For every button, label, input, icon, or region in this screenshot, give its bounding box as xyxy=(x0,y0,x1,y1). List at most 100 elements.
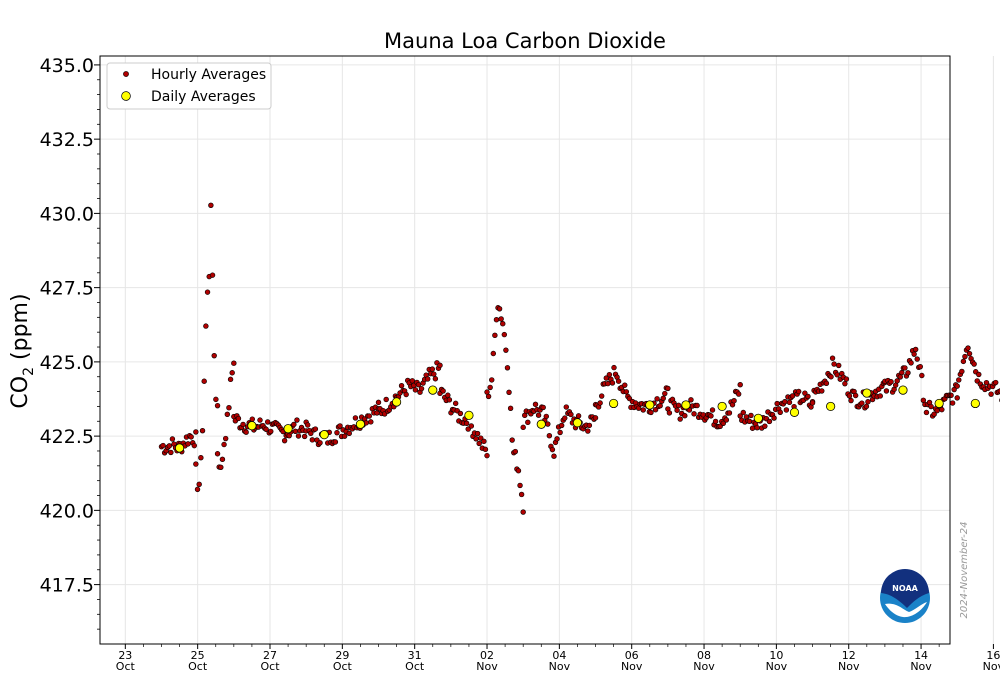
y-tick-label: 432.5 xyxy=(40,129,94,151)
x-tick-day: 06 xyxy=(625,649,639,662)
hourly-point xyxy=(846,393,853,399)
hourly-point xyxy=(899,369,905,376)
y-axis-label-unit: (ppm) xyxy=(8,293,33,367)
hourly-point xyxy=(688,397,694,403)
hourly-point xyxy=(877,393,883,399)
hourly-point xyxy=(474,430,481,437)
hourly-point xyxy=(500,321,506,327)
hourly-point xyxy=(517,482,523,489)
hourly-point xyxy=(209,272,216,278)
hourly-point xyxy=(506,389,512,395)
x-tick-day: 23 xyxy=(118,649,132,662)
x-tick-month: Oct xyxy=(333,660,353,673)
hourly-point xyxy=(507,405,514,411)
hourly-point xyxy=(489,377,495,383)
hourly-point xyxy=(490,350,497,357)
hourly-point xyxy=(731,398,737,404)
legend-label-daily: Daily Averages xyxy=(151,89,256,105)
hourly-point xyxy=(332,439,339,445)
hourly-point xyxy=(199,427,206,434)
y-tick-label: 430.0 xyxy=(40,203,94,225)
hourly-point xyxy=(777,409,783,415)
hourly-point xyxy=(418,385,425,392)
hourly-point xyxy=(366,413,372,419)
daily-point xyxy=(247,421,257,431)
hourly-point xyxy=(905,370,911,376)
hourly-point xyxy=(504,365,511,371)
hourly-point xyxy=(959,368,965,375)
x-tick-month: Oct xyxy=(116,660,136,673)
hourly-point xyxy=(166,443,173,449)
hourly-point xyxy=(484,452,490,459)
hourly-point xyxy=(708,413,714,419)
hourly-point xyxy=(375,399,382,406)
x-tick-month: Nov xyxy=(549,660,571,673)
hourly-point xyxy=(666,410,673,416)
hourly-point xyxy=(723,417,730,423)
y-tick-label: 435.0 xyxy=(40,55,94,77)
x-tick-month: Oct xyxy=(188,660,208,673)
hourly-point xyxy=(295,433,302,439)
hourly-point xyxy=(954,383,960,389)
hourly-point xyxy=(291,421,297,428)
hourly-point xyxy=(185,441,191,447)
hourly-point xyxy=(914,356,920,362)
hourly-point xyxy=(586,422,593,429)
hourly-point xyxy=(966,350,973,357)
hourly-point xyxy=(478,435,484,441)
hourly-point xyxy=(842,380,848,387)
hourly-point xyxy=(951,386,957,393)
hourly-point xyxy=(805,393,811,400)
hourly-point xyxy=(928,403,934,410)
hourly-point xyxy=(281,437,288,444)
hourly-point xyxy=(226,405,232,411)
x-tick-month: Nov xyxy=(910,660,932,673)
x-tick-day: 02 xyxy=(480,649,494,662)
x-tick-day: 16 xyxy=(986,649,1000,662)
hourly-point xyxy=(525,419,531,426)
x-tick-day: 12 xyxy=(842,649,856,662)
hourly-point xyxy=(440,388,446,394)
hourly-point xyxy=(476,440,482,447)
hourly-point xyxy=(911,351,917,357)
hourly-point xyxy=(452,400,459,407)
hourly-point xyxy=(737,381,743,388)
hourly-point xyxy=(971,361,977,367)
daily-point xyxy=(355,419,366,429)
hourly-point xyxy=(222,435,229,442)
hourly-point xyxy=(974,378,980,384)
x-tick-month: Oct xyxy=(405,660,425,673)
hourly-point xyxy=(463,420,470,427)
hourly-point xyxy=(445,392,451,398)
hourly-point xyxy=(554,436,560,442)
y-axis-label-subscript: 2 xyxy=(21,367,37,376)
hourly-point xyxy=(563,404,569,410)
hourly-point xyxy=(546,433,553,439)
hourly-point xyxy=(412,387,419,393)
hourly-point xyxy=(312,426,319,432)
hourly-point xyxy=(726,410,733,416)
hourly-point xyxy=(403,391,409,398)
hourly-point xyxy=(923,409,930,416)
hourly-point xyxy=(383,396,389,403)
hourly-point xyxy=(834,372,840,378)
hourly-point xyxy=(317,440,323,446)
hourly-point xyxy=(201,378,207,384)
hourly-point xyxy=(169,436,176,442)
hourly-point xyxy=(902,365,908,371)
daily-series xyxy=(174,385,980,453)
x-tick-month: Nov xyxy=(983,660,1000,673)
x-tick-day: 25 xyxy=(191,649,205,662)
hourly-point xyxy=(268,428,274,435)
hourly-point xyxy=(819,388,825,394)
x-tick-month: Oct xyxy=(260,660,280,673)
hourly-point xyxy=(746,418,753,424)
hourly-point xyxy=(894,378,900,384)
hourly-point xyxy=(897,374,903,380)
hourly-point xyxy=(754,424,760,431)
hourly-point xyxy=(557,429,563,436)
hourly-point xyxy=(301,433,308,440)
hourly-point xyxy=(829,355,836,361)
hourly-point xyxy=(257,417,263,423)
hourly-point xyxy=(865,399,871,405)
